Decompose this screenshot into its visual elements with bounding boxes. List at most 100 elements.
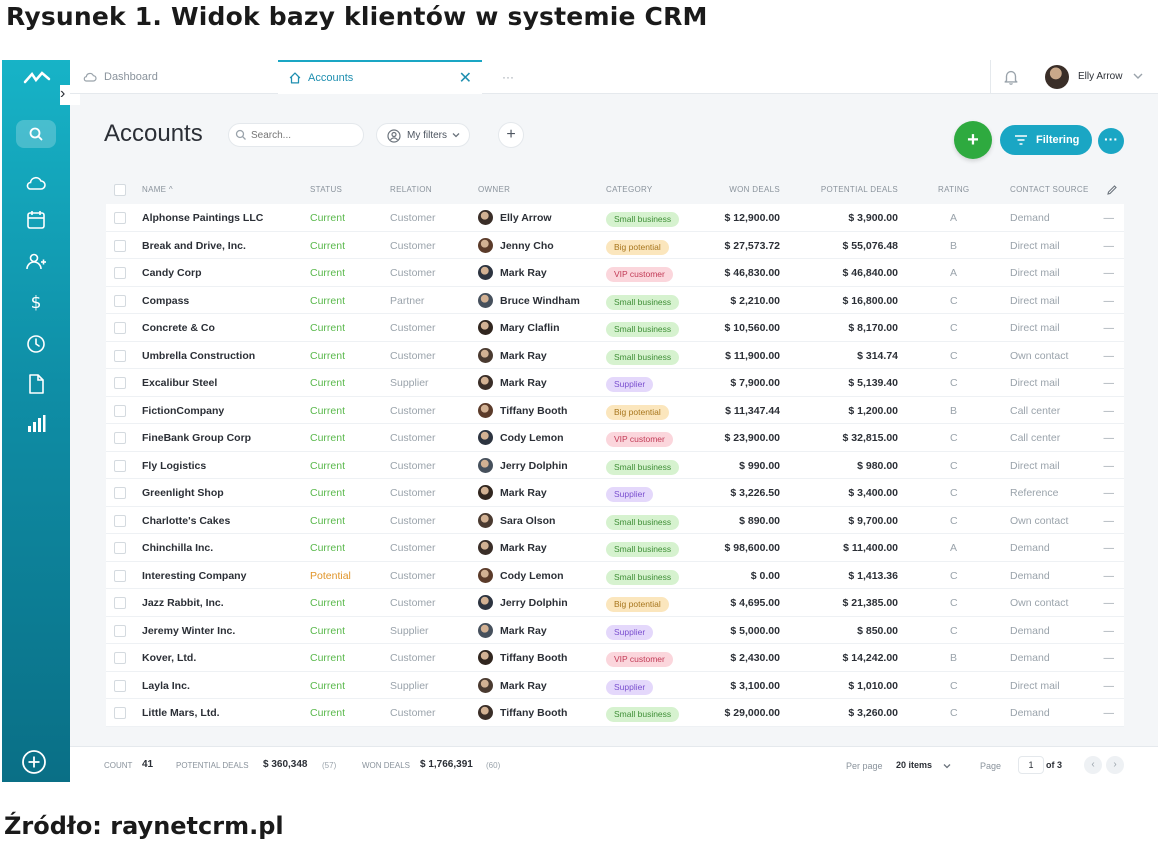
account-owner[interactable]: Tiffany Booth (500, 707, 568, 719)
sidebar-item-deals[interactable]: $ (24, 290, 48, 314)
page-input[interactable]: 1 (1018, 756, 1044, 774)
row-checkbox[interactable] (114, 239, 126, 252)
row-menu-button[interactable]: — (1103, 267, 1115, 279)
table-row[interactable]: Excalibur Steel Current Supplier Mark Ray Su… (106, 369, 1124, 397)
account-owner[interactable]: Bruce Windham (500, 294, 580, 307)
account-name[interactable]: Excalibur Steel (142, 377, 218, 389)
sidebar-item-dashboard[interactable] (24, 172, 48, 196)
table-row[interactable]: Concrete & Co Current Customer Mary Claflin… (106, 314, 1124, 342)
col-potential-deals[interactable]: POTENTIAL DEALS (820, 185, 898, 194)
row-menu-button[interactable]: — (1103, 377, 1115, 389)
sidebar-item-reports[interactable] (24, 412, 48, 436)
row-menu-button[interactable]: — (1103, 624, 1115, 637)
account-name[interactable]: Chinchilla Inc. (142, 542, 214, 554)
col-rating[interactable]: RATING (938, 185, 970, 194)
table-row[interactable]: Compass Current Partner Bruce Windham Small … (106, 286, 1124, 314)
row-checkbox[interactable] (114, 569, 126, 582)
account-name[interactable]: Interesting Company (142, 569, 247, 582)
account-owner[interactable]: Jerry Dolphin (500, 597, 568, 609)
next-page-button[interactable]: › (1106, 756, 1124, 774)
more-options-button[interactable]: ··· (1098, 128, 1124, 154)
account-name[interactable]: Umbrella Construction (142, 349, 256, 362)
row-checkbox[interactable] (114, 294, 126, 307)
col-owner[interactable]: OWNER (478, 185, 511, 194)
row-checkbox[interactable] (114, 212, 126, 224)
row-menu-button[interactable]: — (1103, 569, 1115, 582)
search-input[interactable] (228, 123, 364, 147)
account-owner[interactable]: Mark Ray (500, 349, 547, 362)
row-menu-button[interactable]: — (1103, 459, 1115, 472)
filtering-button[interactable]: Filtering (1000, 125, 1092, 155)
row-menu-button[interactable]: — (1103, 432, 1115, 444)
account-name[interactable]: Greenlight Shop (142, 487, 224, 499)
row-menu-button[interactable]: — (1103, 239, 1115, 252)
row-checkbox[interactable] (114, 322, 126, 334)
table-row[interactable]: Umbrella Construction Current Customer Mark… (106, 341, 1124, 369)
row-menu-button[interactable]: — (1103, 542, 1115, 554)
col-name[interactable]: NAME ^ (142, 185, 173, 194)
user-avatar[interactable] (1045, 65, 1069, 89)
table-row[interactable]: Fly Logistics Current Customer Jerry Dolphi… (106, 451, 1124, 479)
row-checkbox[interactable] (114, 597, 126, 609)
account-owner[interactable]: Cody Lemon (500, 569, 564, 582)
table-row[interactable]: Jeremy Winter Inc. Current Supplier Mark Ra… (106, 616, 1124, 644)
row-checkbox[interactable] (114, 514, 126, 527)
account-owner[interactable]: Mark Ray (500, 542, 547, 554)
row-checkbox[interactable] (114, 267, 126, 279)
table-row[interactable]: Greenlight Shop Current Customer Mark Ray Su… (106, 479, 1124, 507)
table-row[interactable]: FictionCompany Current Customer Tiffany Boo… (106, 396, 1124, 424)
account-owner[interactable]: Mark Ray (500, 377, 547, 389)
row-checkbox[interactable] (114, 652, 126, 664)
row-menu-button[interactable]: — (1103, 707, 1115, 719)
account-owner[interactable]: Jerry Dolphin (500, 459, 568, 472)
table-row[interactable]: Jazz Rabbit, Inc. Current Customer Jerry Do… (106, 589, 1124, 617)
col-category[interactable]: CATEGORY (606, 185, 653, 194)
account-owner[interactable]: Mark Ray (500, 624, 547, 637)
table-row[interactable]: Candy Corp Current Customer Mark Ray VIP cus… (106, 259, 1124, 287)
row-checkbox[interactable] (114, 679, 126, 692)
sidebar-item-calendar[interactable] (24, 208, 48, 232)
row-menu-button[interactable]: — (1103, 514, 1115, 527)
table-row[interactable]: Interesting Company Potential Customer Cody… (106, 561, 1124, 589)
account-owner[interactable]: Mary Claflin (500, 322, 560, 334)
row-checkbox[interactable] (114, 542, 126, 554)
account-name[interactable]: Little Mars, Ltd. (142, 707, 220, 719)
sidebar-item-activities[interactable] (24, 332, 48, 356)
account-name[interactable]: Charlotte's Cakes (142, 514, 231, 527)
bell-icon[interactable] (1002, 68, 1020, 86)
row-menu-button[interactable]: — (1103, 679, 1115, 692)
row-menu-button[interactable]: — (1103, 322, 1115, 334)
table-row[interactable]: Alphonse Paintings LLC Current Customer Ell… (106, 204, 1124, 232)
account-owner[interactable]: Elly Arrow (500, 212, 552, 224)
row-menu-button[interactable]: — (1103, 212, 1115, 224)
add-account-button[interactable]: + (954, 121, 992, 159)
tab-more[interactable]: ··· (502, 70, 514, 84)
sidebar-add-button[interactable] (20, 748, 48, 776)
account-name[interactable]: Layla Inc. (142, 679, 190, 692)
row-checkbox[interactable] (114, 349, 126, 362)
sidebar-item-contacts[interactable] (24, 250, 48, 274)
account-name[interactable]: Compass (142, 294, 190, 307)
sidebar-search-button[interactable] (16, 120, 56, 148)
account-owner[interactable]: Mark Ray (500, 267, 547, 279)
row-menu-button[interactable]: — (1103, 404, 1115, 417)
row-checkbox[interactable] (114, 432, 126, 444)
row-checkbox[interactable] (114, 404, 126, 417)
row-checkbox[interactable] (114, 707, 126, 719)
col-status[interactable]: STATUS (310, 185, 343, 194)
col-won-deals[interactable]: WON DEALS (729, 185, 780, 194)
user-name[interactable]: Elly Arrow (1078, 71, 1123, 82)
account-owner[interactable]: Jenny Cho (500, 239, 554, 252)
select-all-checkbox[interactable] (114, 184, 126, 196)
account-name[interactable]: Break and Drive, Inc. (142, 239, 246, 252)
per-page-select[interactable]: 20 items (896, 760, 933, 770)
my-filters-dropdown[interactable]: My filters (376, 123, 470, 147)
row-menu-button[interactable]: — (1103, 294, 1115, 307)
chevron-down-icon[interactable] (1132, 70, 1144, 82)
account-owner[interactable]: Tiffany Booth (500, 404, 568, 417)
account-name[interactable]: Alphonse Paintings LLC (142, 212, 264, 224)
col-contact-source[interactable]: CONTACT SOURCE (1010, 185, 1089, 194)
table-row[interactable]: FineBank Group Corp Current Customer Cody L… (106, 424, 1124, 452)
add-filter-button[interactable]: + (498, 122, 524, 148)
prev-page-button[interactable]: ‹ (1084, 756, 1102, 774)
